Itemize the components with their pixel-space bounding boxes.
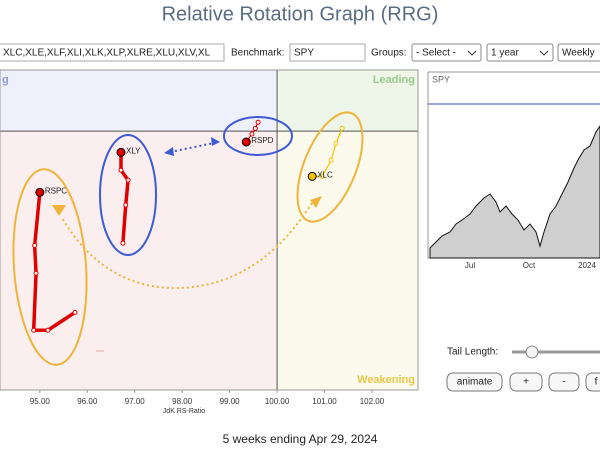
symbols-text: XLC,XLE,XLF,XLI,XLK,XLP,XLRE,XLU,XLV,XL <box>3 48 211 59</box>
control-button-label: f <box>595 377 598 388</box>
quadrant-label: Weakening <box>357 374 415 386</box>
benchmark-x-tick-label: Oct <box>523 261 536 270</box>
rrg-head[interactable] <box>35 187 45 197</box>
benchmark-chart-title: SPY <box>432 74 450 84</box>
groups-text: - Select - <box>416 48 456 59</box>
x-tick-label: 100.00 <box>265 397 290 406</box>
quadrant-label: g <box>2 74 9 86</box>
period-text: 1 year <box>491 48 519 59</box>
x-tick-label: 101.00 <box>312 397 337 406</box>
highlight-ellipse <box>12 168 88 366</box>
dropdown-arrow <box>467 50 477 56</box>
rrg-point <box>339 125 345 131</box>
series-label: RSPC <box>45 186 67 195</box>
rrg-point <box>72 309 78 315</box>
rrg-tail <box>245 121 259 143</box>
x-tick-label: 96.00 <box>77 397 98 406</box>
annotations <box>12 111 364 366</box>
x-axis-label: JdK RS-Ratio <box>163 408 206 415</box>
rrg-point <box>333 140 339 146</box>
plot-border <box>0 69 419 391</box>
rrg-point <box>118 167 124 173</box>
x-tick-label: 102.00 <box>360 397 385 406</box>
rrg-head[interactable] <box>116 147 126 157</box>
quadrant-weakening <box>277 131 418 390</box>
x-tick-label: 95.00 <box>30 397 51 406</box>
rrg-point <box>125 177 131 183</box>
period-select[interactable] <box>486 43 554 62</box>
rrg-head[interactable] <box>307 171 317 181</box>
highlight-ellipse <box>223 116 293 156</box>
footer-text: 5 weeks ending Apr 29, 2024 <box>223 432 378 446</box>
control-button[interactable] <box>446 372 503 392</box>
rrg-point <box>33 270 39 276</box>
rrg-point <box>120 240 126 246</box>
control-button[interactable] <box>585 372 600 392</box>
x-tick-label: 97.00 <box>125 397 146 406</box>
control-button[interactable] <box>548 372 580 392</box>
benchmark-input[interactable] <box>289 43 366 62</box>
rrg-point <box>319 173 325 179</box>
groups-select[interactable] <box>411 43 482 62</box>
rrg-point <box>32 243 38 249</box>
benchmark-x-tick-label: Jul <box>465 261 475 270</box>
frequency-text: Weekly <box>562 48 595 59</box>
tail-length-label: Tail Length: <box>447 347 498 358</box>
rrg-point <box>123 202 129 208</box>
page-title: Relative Rotation Graph (RRG) <box>162 3 439 25</box>
benchmark-price-area <box>429 125 600 259</box>
highlight-ellipse <box>296 111 364 223</box>
rrg-point <box>255 119 261 125</box>
arrowhead <box>164 137 220 156</box>
rrg-head[interactable] <box>241 137 251 147</box>
slider-knob[interactable] <box>525 345 539 359</box>
benchmark-text: SPY <box>294 48 314 59</box>
rrg-tail <box>31 192 76 332</box>
series-label: XLC <box>317 170 333 179</box>
quadrant-label: Leading <box>373 74 415 86</box>
benchmark-x-tick-label: 2024 <box>578 261 596 270</box>
control-button[interactable] <box>509 372 543 392</box>
frequency-select[interactable] <box>557 43 600 62</box>
highlight-ellipse <box>99 134 157 256</box>
rrg-point <box>252 125 258 131</box>
groups-label: Groups: <box>371 48 407 59</box>
benchmark-label: Benchmark: <box>231 48 284 59</box>
marker <box>96 350 104 352</box>
rrg-point <box>249 131 255 137</box>
control-button-label: - <box>562 377 565 388</box>
benchmark-axis: Jul Oct 2024 <box>465 261 597 270</box>
control-button-label: animate <box>457 377 493 388</box>
rrg-plot: g Leading Weakening RSPC XLY RSPD XLC <box>0 70 418 390</box>
control-button-label: + <box>523 377 529 388</box>
dropdown-arrow <box>539 50 549 56</box>
series-label: XLY <box>126 146 141 155</box>
x-tick-label: 98.00 <box>172 397 193 406</box>
button-row: animate + - f <box>446 372 600 392</box>
quadrant-leading <box>277 70 418 132</box>
x-tick-label: 99.00 <box>220 397 241 406</box>
rrg-point <box>328 157 334 163</box>
quadrant-lagging <box>0 131 278 390</box>
symbols-input[interactable] <box>0 43 225 62</box>
quadrant-improving <box>0 70 278 132</box>
rrg-point <box>45 327 51 333</box>
rrg-point <box>31 327 37 333</box>
series-label: RSPD <box>251 136 273 145</box>
